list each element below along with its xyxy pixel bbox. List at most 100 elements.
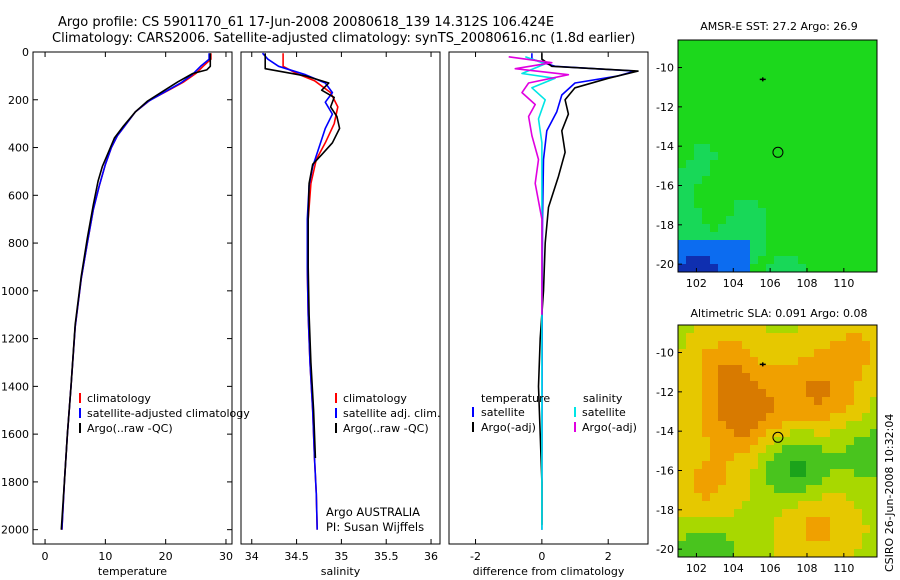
sst-heatmap-cell — [694, 256, 703, 265]
sst-heatmap-cell — [710, 80, 719, 89]
sla-heatmap-cell — [734, 333, 743, 342]
sst-heatmap-cell — [806, 208, 815, 217]
sla-heatmap-cell — [870, 469, 878, 478]
sla-heatmap-cell — [774, 429, 783, 438]
temperature-x-tick-label: 30 — [219, 550, 233, 563]
sla-heatmap-cell — [862, 405, 871, 414]
sst-heatmap-cell — [798, 192, 807, 201]
sla-heatmap-cell — [774, 493, 783, 502]
sst-heatmap-cell — [806, 176, 815, 185]
sst-heatmap-cell — [742, 248, 751, 257]
sla-heatmap-cell — [718, 501, 727, 510]
sst-heatmap-cell — [710, 216, 719, 225]
sst-heatmap-cell — [822, 152, 831, 161]
sla-heatmap-cell — [790, 517, 799, 526]
sla-heatmap-cell — [734, 453, 743, 462]
sst-heatmap-cell — [822, 208, 831, 217]
sla-heatmap-cell — [822, 477, 831, 486]
sst-heatmap-cell — [798, 136, 807, 145]
sla-heatmap-cell — [734, 437, 743, 446]
sst-heatmap-cell — [798, 264, 807, 273]
sla-heatmap-cell — [726, 413, 735, 422]
sla-heatmap-cell — [710, 485, 719, 494]
sst-heatmap-cell — [726, 80, 735, 89]
sst-heatmap-cell — [846, 184, 855, 193]
sla-heatmap-cell — [798, 485, 807, 494]
sla-heatmap-cell — [726, 445, 735, 454]
sla-heatmap-cell — [742, 333, 751, 342]
sst-heatmap-cell — [870, 248, 878, 257]
sla-heatmap-cell — [846, 485, 855, 494]
sla-heatmap-cell — [758, 461, 767, 470]
sla-heatmap-cell — [838, 405, 847, 414]
sla-heatmap-cell — [846, 549, 855, 558]
sst-heatmap-cell — [726, 256, 735, 265]
sla-heatmap-cell — [718, 549, 727, 558]
sla-heatmap-cell — [734, 469, 743, 478]
sla-heatmap-cell — [782, 413, 791, 422]
temperature-y-tick-label: 1800 — [1, 476, 29, 489]
sla-heatmap-cell — [742, 461, 751, 470]
sst-heatmap-cell — [822, 168, 831, 177]
sla-heatmap-cell — [798, 333, 807, 342]
sla-heatmap-cell — [790, 461, 799, 470]
sla-heatmap-cell — [806, 509, 815, 518]
sst-heatmap-cell — [774, 168, 783, 177]
sla-heatmap-cell — [774, 469, 783, 478]
sla-heatmap-cell — [830, 389, 839, 398]
sst-heatmap-cell — [686, 96, 695, 105]
sst-heatmap-cell — [774, 256, 783, 265]
sla-heatmap-cell — [694, 493, 703, 502]
sst-heatmap-cell — [718, 112, 727, 121]
sla-heatmap-cell — [846, 429, 855, 438]
sla-heatmap-cell — [686, 333, 695, 342]
sla-heatmap-cell — [798, 501, 807, 510]
sst-heatmap-cell — [870, 184, 878, 193]
sst-heatmap-cell — [710, 248, 719, 257]
sla-heatmap-cell — [838, 445, 847, 454]
sst-heatmap-cell — [710, 224, 719, 233]
sla-heatmap-cell — [782, 485, 791, 494]
sst-heatmap-cell — [790, 112, 799, 121]
sst-heatmap-cell — [726, 152, 735, 161]
sst-heatmap-cell — [798, 112, 807, 121]
sla-heatmap-cell — [726, 549, 735, 558]
sla-heatmap-cell — [678, 421, 687, 430]
sla-heatmap-cell — [718, 373, 727, 382]
sst-heatmap-cell — [774, 264, 783, 273]
sla-heatmap-cell — [798, 325, 807, 334]
sla-heatmap-cell — [726, 405, 735, 414]
sst-heatmap-cell — [766, 184, 775, 193]
sst-heatmap-cell — [678, 72, 687, 81]
sla-heatmap-cell — [718, 541, 727, 550]
sst-heatmap-cell — [742, 192, 751, 201]
sla-heatmap-cell — [750, 333, 759, 342]
sla-heatmap-cell — [758, 381, 767, 390]
sla-heatmap-cell — [822, 437, 831, 446]
sst-heatmap-cell — [694, 136, 703, 145]
sst-heatmap-cell — [726, 144, 735, 153]
sst-heatmap-cell — [846, 200, 855, 209]
sla-heatmap-cell — [774, 365, 783, 374]
sst-heatmap-cell — [726, 136, 735, 145]
sla-heatmap-cell — [790, 469, 799, 478]
sst-heatmap-cell — [870, 120, 878, 129]
sla-heatmap-cell — [718, 453, 727, 462]
sla-heatmap-cell — [870, 517, 878, 526]
sst-heatmap-cell — [686, 224, 695, 233]
sla-heatmap-cell — [870, 349, 878, 358]
sla-heatmap-cell — [774, 541, 783, 550]
sla-heatmap-cell — [822, 405, 831, 414]
sst-heatmap-cell — [854, 224, 863, 233]
sla-heatmap-cell — [774, 477, 783, 486]
sst-heatmap-cell — [830, 56, 839, 65]
temperature-x-tick-label: 0 — [42, 550, 49, 563]
sla-y-tick-label: -18 — [656, 504, 674, 517]
sst-heatmap-cell — [702, 56, 711, 65]
sst-heatmap-cell — [814, 264, 823, 273]
temperature-x-tick-label: 10 — [98, 550, 112, 563]
sla-heatmap-cell — [734, 541, 743, 550]
sla-y-tick-label: -12 — [656, 386, 674, 399]
sla-heatmap-cell — [822, 509, 831, 518]
sst-heatmap-cell — [694, 160, 703, 169]
